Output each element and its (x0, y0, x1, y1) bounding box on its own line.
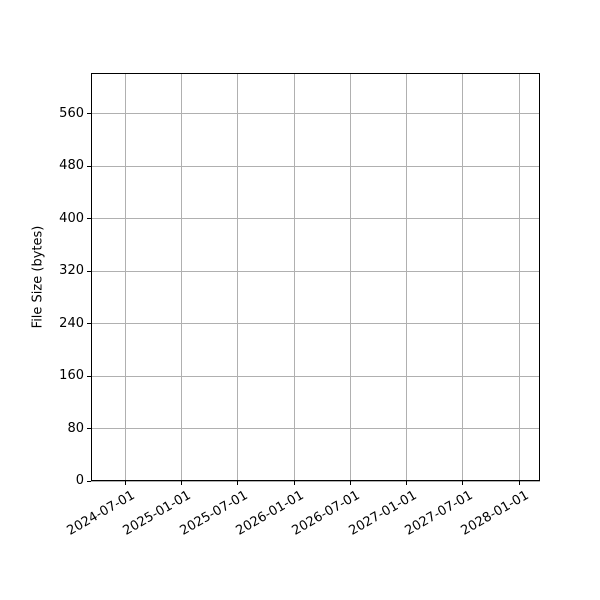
x-grid-line (462, 73, 464, 481)
y-grid-line (91, 323, 540, 325)
x-grid-line (349, 73, 351, 481)
y-tick-label: 480 (59, 158, 84, 174)
y-tick-mark (87, 323, 91, 325)
y-tick-label: 80 (67, 420, 84, 436)
y-tick-label: 160 (59, 368, 84, 384)
y-grid-line (91, 113, 540, 115)
x-tick-mark (237, 481, 239, 485)
y-grid-line (91, 270, 540, 272)
x-tick-label: 2028-01-01 (458, 488, 532, 539)
x-grid-line (180, 73, 182, 481)
y-axis-label: File Size (bytes) (30, 225, 46, 329)
x-grid-line (124, 73, 126, 481)
y-grid-line (91, 480, 540, 482)
y-grid-line (91, 165, 540, 167)
y-tick-mark (87, 428, 91, 430)
y-grid-line (91, 428, 540, 430)
x-grid-line (237, 73, 239, 481)
x-tick-mark (124, 481, 126, 485)
y-tick-mark (87, 480, 91, 482)
x-tick-mark (293, 481, 295, 485)
y-tick-mark (87, 218, 91, 220)
x-tick-mark (180, 481, 182, 485)
y-tick-label: 320 (59, 263, 84, 279)
x-tick-mark (518, 481, 520, 485)
x-grid-line (406, 73, 408, 481)
y-tick-mark (87, 113, 91, 115)
y-tick-label: 240 (59, 315, 84, 331)
x-grid-line (293, 73, 295, 481)
y-tick-mark (87, 270, 91, 272)
x-tick-mark (349, 481, 351, 485)
x-tick-mark (406, 481, 408, 485)
x-tick-mark (462, 481, 464, 485)
y-tick-label: 0 (75, 473, 84, 488)
y-tick-mark (87, 165, 91, 167)
y-tick-label: 400 (59, 210, 84, 226)
y-tick-label: 560 (59, 105, 84, 121)
x-grid-line (518, 73, 520, 481)
y-grid-line (91, 375, 540, 377)
y-tick-mark (87, 375, 91, 377)
axes-border (91, 73, 540, 481)
y-grid-line (91, 218, 540, 220)
